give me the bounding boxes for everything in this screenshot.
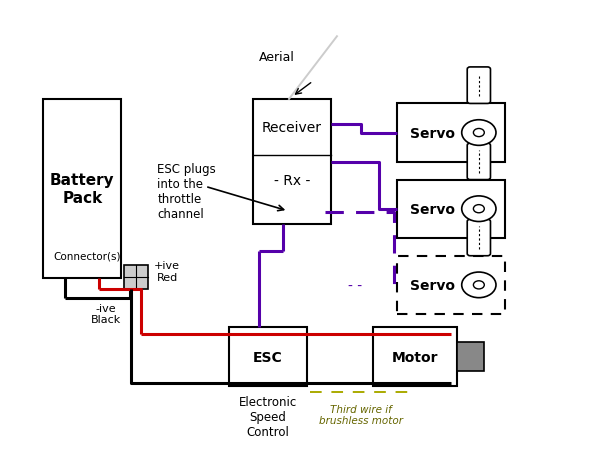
Text: -ive
Black: -ive Black	[91, 303, 121, 325]
Text: Third wire if
brushless motor: Third wire if brushless motor	[319, 404, 403, 425]
Circle shape	[462, 272, 496, 298]
Bar	[373, 328, 457, 386]
Text: Servo: Servo	[410, 202, 455, 216]
Circle shape	[473, 281, 484, 289]
Bar	[229, 328, 307, 386]
Bar	[124, 265, 148, 290]
Text: Motor: Motor	[392, 350, 438, 364]
Text: Servo: Servo	[410, 126, 455, 140]
Text: Receiver: Receiver	[262, 120, 322, 134]
Circle shape	[473, 129, 484, 137]
Text: ESC plugs
into the
throttle
channel: ESC plugs into the throttle channel	[157, 162, 216, 220]
FancyBboxPatch shape	[467, 220, 491, 256]
Bar	[43, 100, 121, 279]
Bar	[253, 100, 331, 225]
Circle shape	[473, 205, 484, 213]
Circle shape	[462, 197, 496, 222]
Bar	[457, 342, 484, 371]
Bar	[397, 256, 504, 314]
Text: - -: - -	[348, 278, 362, 292]
FancyBboxPatch shape	[467, 68, 491, 104]
Text: - Rx -: - Rx -	[274, 174, 310, 188]
Text: Electronic
Speed
Control: Electronic Speed Control	[239, 395, 297, 437]
Text: Aerial: Aerial	[259, 51, 295, 64]
Bar	[397, 104, 504, 162]
Text: ESC: ESC	[253, 350, 283, 364]
Text: Connector(s): Connector(s)	[54, 251, 121, 261]
Text: Battery
Pack: Battery Pack	[50, 173, 114, 205]
Text: +ive
Red: +ive Red	[154, 261, 180, 282]
Circle shape	[462, 120, 496, 146]
FancyBboxPatch shape	[467, 144, 491, 180]
Text: Servo: Servo	[410, 278, 455, 292]
Bar	[397, 180, 504, 238]
